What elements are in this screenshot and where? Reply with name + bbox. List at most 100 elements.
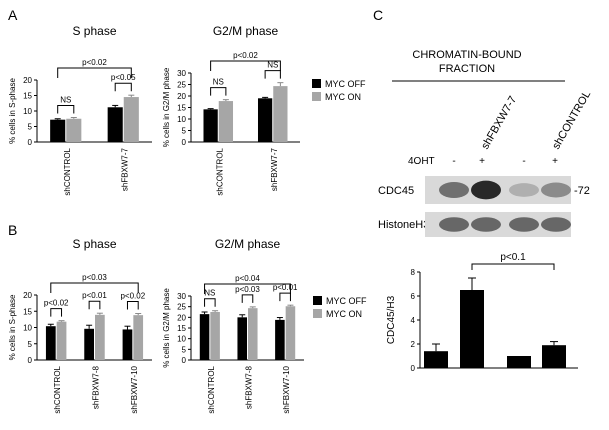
significance-label: NS xyxy=(213,78,224,87)
significance-bracket-overall xyxy=(204,283,291,294)
blot-label-cdc45: CDC45 xyxy=(378,185,414,197)
legend-swatch-myc-on xyxy=(312,92,321,101)
y-tick-label: 0 xyxy=(182,138,187,147)
bar-cdc45-h3 xyxy=(507,356,531,368)
bar-myc-off xyxy=(199,314,210,360)
category-label: shFBXW7-8 xyxy=(245,365,254,409)
y-tick-label: 20 xyxy=(177,313,186,322)
significance-label: NS xyxy=(204,289,215,298)
y-tick-label: 5 xyxy=(182,345,187,354)
bar-myc-off xyxy=(237,317,247,360)
bar-myc-on xyxy=(218,101,234,142)
significance-label: p<0.01 xyxy=(273,283,298,292)
significance-bracket xyxy=(50,308,63,317)
lane-group-label-2: shCONTROL xyxy=(550,89,593,152)
bar-myc-off xyxy=(203,109,218,142)
bar-myc-off xyxy=(45,326,56,360)
blot-band xyxy=(439,181,469,199)
significance-bracket xyxy=(114,82,132,92)
y-tick-label: 10 xyxy=(177,335,186,344)
y-axis-label: % cells in S-phase xyxy=(8,78,17,144)
y-axis-label: % cells in G2/M phase xyxy=(162,288,171,368)
significance-label: NS xyxy=(60,96,71,105)
blot-bands-histone xyxy=(439,217,571,232)
significance-bracket xyxy=(210,87,227,96)
y-tick-label: 4 xyxy=(411,316,416,325)
significance-bracket xyxy=(241,294,254,303)
bar-myc-on xyxy=(66,118,82,142)
blot-band xyxy=(509,183,539,197)
treatment-sign-4: + xyxy=(552,156,558,167)
category-label: shFBXW7-7 xyxy=(120,147,129,191)
y-axis-label: % cells in G2/M phase xyxy=(162,67,171,147)
legend-a: MYC OFF MYC ON xyxy=(312,79,366,102)
blot-bands-cdc45 xyxy=(439,180,571,200)
significance-label: p<0.01 xyxy=(82,291,107,300)
blot-band xyxy=(439,217,469,232)
y-tick-label: 25 xyxy=(177,303,186,312)
chart-title: S phase xyxy=(72,237,116,251)
significance-label: p<0.02 xyxy=(120,292,145,301)
legend-label-myc-off: MYC OFF xyxy=(326,296,367,306)
legend-label-myc-on: MYC ON xyxy=(325,92,361,102)
category-label: shCONTROL xyxy=(207,365,216,413)
bar-myc-on xyxy=(56,321,67,360)
blot-band xyxy=(541,217,571,232)
chart-title: G2/M phase xyxy=(215,237,281,251)
treatment-label: 4OHT xyxy=(408,156,435,167)
bar-myc-off xyxy=(50,119,66,142)
y-tick-label: 5 xyxy=(28,340,33,349)
category-label: shFBXW7-10 xyxy=(130,365,139,413)
y-tick-label: 25 xyxy=(177,81,186,90)
bar-cdc45-h3 xyxy=(542,345,566,368)
y-tick-label: 15 xyxy=(177,104,186,113)
blot-label-histone: HistoneH3 xyxy=(378,219,429,231)
y-tick-label: 6 xyxy=(411,292,416,301)
significance-label: p<0.1 xyxy=(500,252,526,263)
bar-cdc45-h3 xyxy=(424,351,448,368)
legend-label-myc-off: MYC OFF xyxy=(325,79,366,89)
y-tick-label: 5 xyxy=(28,123,33,132)
treatment-sign-3: - xyxy=(522,156,525,167)
significance-bracket xyxy=(204,298,216,307)
chart-title: S phase xyxy=(72,24,116,38)
legend-swatch-myc-off xyxy=(312,79,321,88)
blot-band xyxy=(509,217,539,232)
bar-myc-off xyxy=(122,329,133,360)
bar-myc-on xyxy=(285,306,296,360)
panel-letter-a: A xyxy=(8,7,18,23)
y-axis-label: CDC45/H3 xyxy=(386,295,397,344)
category-label: shFBXW7-8 xyxy=(92,365,101,409)
blot-band xyxy=(471,180,501,200)
y-tick-label: 2 xyxy=(411,340,416,349)
significance-bracket xyxy=(471,263,555,270)
treatment-sign-2: + xyxy=(479,156,485,167)
significance-bracket-overall xyxy=(210,60,281,71)
category-label: shFBXW7-7 xyxy=(270,147,279,191)
legend-swatch-myc-off xyxy=(313,296,322,305)
significance-bracket xyxy=(279,292,291,302)
fraction-header-line2: FRACTION xyxy=(439,63,495,75)
treatment-sign-1: - xyxy=(452,156,455,167)
y-tick-label: 15 xyxy=(23,92,32,101)
significance-label-overall: p<0.02 xyxy=(233,51,258,60)
significance-label-overall: p<0.02 xyxy=(82,58,107,67)
blot-band xyxy=(541,182,571,198)
significance-bracket xyxy=(88,300,101,310)
y-tick-label: 8 xyxy=(411,268,416,277)
legend-label-myc-on: MYC ON xyxy=(326,309,362,319)
chart-c-cdc45-h3: 0 2 4 6 8 CDC45/H3 p<0.1 xyxy=(386,252,578,373)
significance-bracket xyxy=(57,105,75,114)
y-tick-label: 0 xyxy=(182,356,187,365)
bar-myc-on xyxy=(133,315,144,360)
y-axis-label: % cells in S-phase xyxy=(8,294,17,360)
category-label: shCONTROL xyxy=(215,147,224,195)
y-tick-label: 20 xyxy=(23,291,32,300)
y-tick-label: 20 xyxy=(177,92,186,101)
significance-bracket-overall xyxy=(50,282,139,293)
category-label: shCONTROL xyxy=(63,147,72,195)
y-tick-label: 0 xyxy=(28,138,33,147)
bar-myc-off xyxy=(257,98,273,142)
significance-bracket-overall xyxy=(57,67,132,78)
